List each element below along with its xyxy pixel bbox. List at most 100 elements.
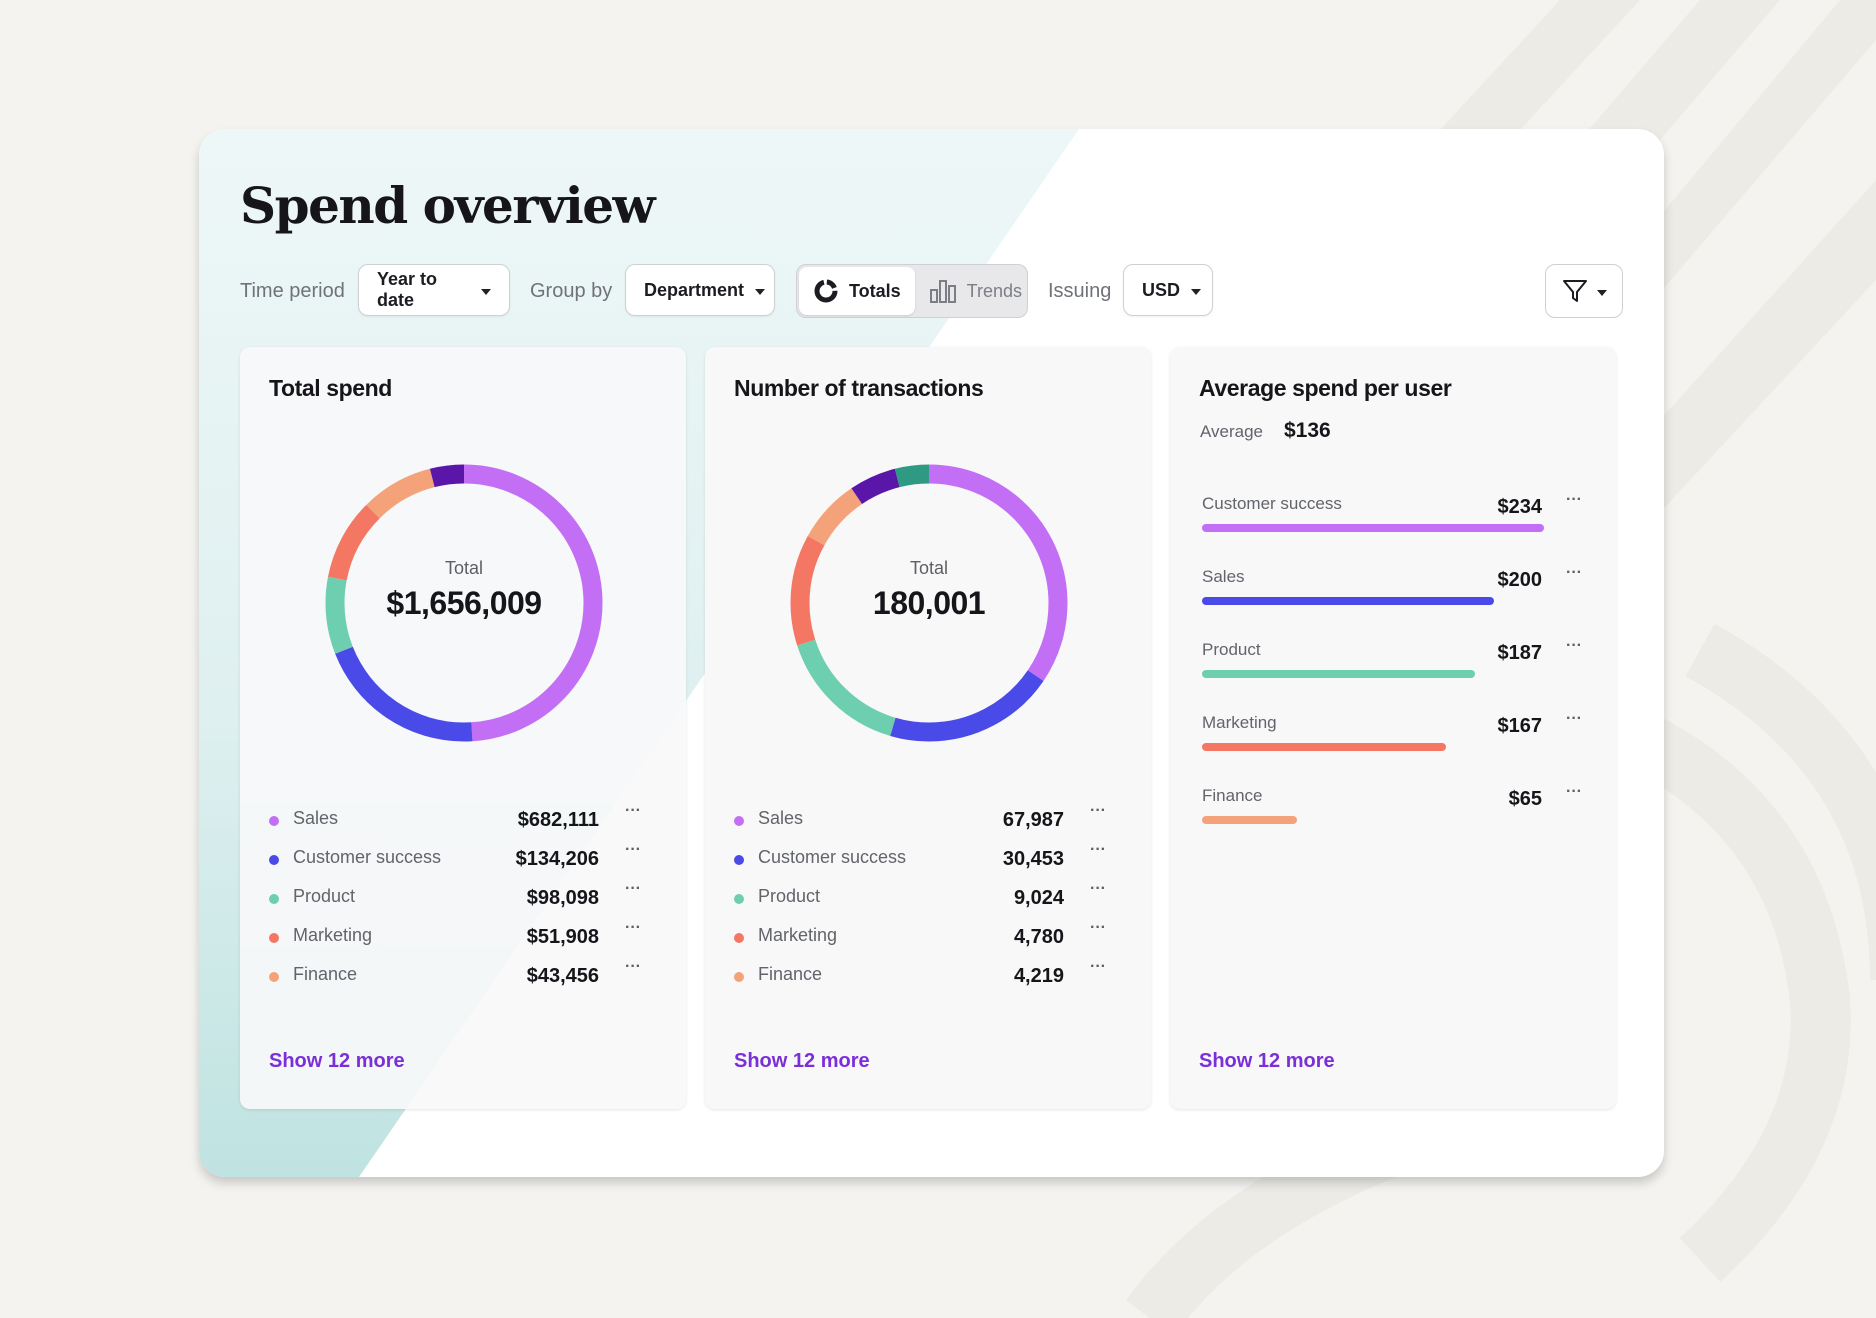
bar-chart-icon xyxy=(929,280,956,303)
legend-dot xyxy=(269,933,279,943)
legend-label: Product xyxy=(293,886,356,906)
ellipsis-icon[interactable]: ··· xyxy=(625,958,641,975)
ellipsis-icon[interactable]: ··· xyxy=(625,919,641,936)
legend-dot xyxy=(269,972,279,982)
group-by-dropdown[interactable]: Department xyxy=(625,264,775,316)
bar-value: $167 xyxy=(1497,715,1543,737)
bar-track xyxy=(1202,816,1544,824)
total-spend-donut-chart xyxy=(325,464,603,742)
ellipsis-icon[interactable]: ··· xyxy=(1090,880,1106,897)
ellipsis-icon[interactable]: ··· xyxy=(625,802,641,819)
view-toggle: Totals Trends xyxy=(796,264,1028,318)
bar-label: Product xyxy=(1202,640,1261,659)
currency-dropdown[interactable]: USD xyxy=(1123,264,1213,316)
ellipsis-icon[interactable]: ··· xyxy=(1566,491,1582,508)
ellipsis-icon[interactable]: ··· xyxy=(1090,958,1106,975)
time-period-dropdown[interactable]: Year to date xyxy=(358,264,510,316)
ellipsis-icon[interactable]: ··· xyxy=(625,880,641,897)
legend-dot xyxy=(734,972,744,982)
group-by-value: Department xyxy=(644,279,745,300)
legend-label: Customer success xyxy=(293,847,442,867)
legend-dot xyxy=(734,855,744,865)
bar-track xyxy=(1202,524,1544,532)
time-period-value: Year to date xyxy=(377,269,438,310)
bar-value: $65 xyxy=(1508,788,1542,810)
legend-dot xyxy=(269,816,279,826)
card-title: Number of transactions xyxy=(734,375,984,401)
donut-center-label: Total xyxy=(444,558,484,578)
ellipsis-icon[interactable]: ··· xyxy=(1090,802,1106,819)
legend-row-product: Product 9,024 ··· xyxy=(734,880,1118,919)
page-title: Spend overview xyxy=(240,176,656,235)
bar-label: Finance xyxy=(1202,786,1263,805)
currency-value: USD xyxy=(1142,279,1181,300)
show-more-link[interactable]: Show 12 more xyxy=(269,1050,405,1072)
legend-row-sales: Sales $682,111 ··· xyxy=(269,802,653,841)
filter-icon xyxy=(1563,280,1587,302)
legend-dot xyxy=(734,933,744,943)
bar-row-marketing: Marketing $167 ··· xyxy=(1202,710,1582,773)
legend-row-marketing: Marketing $51,908 ··· xyxy=(269,919,653,958)
legend-value: $682,111 xyxy=(517,809,599,831)
donut-center-value: 180,001 xyxy=(872,585,986,621)
ellipsis-icon[interactable]: ··· xyxy=(1566,637,1582,654)
trends-label: Trends xyxy=(966,280,1023,301)
donut-chart-icon xyxy=(814,279,838,303)
bar-row-customer-success: Customer success $234 ··· xyxy=(1202,491,1582,554)
legend-value: $51,908 xyxy=(526,926,599,948)
bar-fill xyxy=(1202,597,1495,605)
legend-label: Finance xyxy=(293,964,358,984)
totals-toggle-button[interactable]: Totals xyxy=(799,267,915,315)
donut-segment xyxy=(325,464,603,742)
bar-track xyxy=(1202,670,1544,678)
group-by-label: Group by xyxy=(530,280,613,302)
issuing-label: Issuing xyxy=(1048,280,1112,302)
legend-list: Sales 67,987 ··· Customer success 30,453… xyxy=(734,802,1118,997)
ellipsis-icon[interactable]: ··· xyxy=(1566,783,1582,800)
ellipsis-icon[interactable]: ··· xyxy=(1566,564,1582,581)
legend-dot xyxy=(269,855,279,865)
average-spend-card: Average spend per user Average $136 Cust… xyxy=(1170,347,1616,1109)
ellipsis-icon[interactable]: ··· xyxy=(1090,841,1106,858)
bar-track xyxy=(1202,597,1544,605)
bar-fill xyxy=(1202,524,1544,532)
ellipsis-icon[interactable]: ··· xyxy=(1566,710,1582,727)
legend-row-finance: Finance $43,456 ··· xyxy=(269,958,653,997)
show-more-link[interactable]: Show 12 more xyxy=(1199,1050,1335,1072)
legend-row-customer-success: Customer success $134,206 ··· xyxy=(269,841,653,880)
show-more-link[interactable]: Show 12 more xyxy=(734,1050,870,1072)
legend-value: 67,987 xyxy=(1002,809,1064,831)
ellipsis-icon[interactable]: ··· xyxy=(625,841,641,858)
filter-button[interactable] xyxy=(1545,264,1623,318)
legend-value: 4,219 xyxy=(1013,965,1064,987)
transactions-card: Number of transactions Total 180,001 Sal… xyxy=(705,347,1151,1109)
caret-down-icon xyxy=(481,288,491,295)
legend-label: Sales xyxy=(758,808,804,828)
legend-label: Sales xyxy=(293,808,339,828)
bar-row-product: Product $187 ··· xyxy=(1202,637,1582,700)
bar-row-sales: Sales $200 ··· xyxy=(1202,564,1582,627)
bar-label: Customer success xyxy=(1202,494,1342,513)
caret-down-icon xyxy=(1191,288,1202,295)
legend-label: Marketing xyxy=(758,925,838,945)
legend-row-sales: Sales 67,987 ··· xyxy=(734,802,1118,841)
transactions-donut-chart xyxy=(790,464,1068,742)
bar-fill xyxy=(1202,743,1447,751)
spend-overview-panel: Spend overview Time period Year to date … xyxy=(199,129,1664,1177)
caret-down-icon xyxy=(755,288,766,295)
legend-value: 30,453 xyxy=(1002,848,1064,870)
donut-segment xyxy=(790,464,1068,742)
bar-fill xyxy=(1202,816,1297,824)
legend-label: Product xyxy=(758,886,821,906)
donut-segment xyxy=(325,464,603,742)
trends-toggle-button[interactable]: Trends xyxy=(915,267,1036,315)
donut-segment xyxy=(325,464,603,742)
ellipsis-icon[interactable]: ··· xyxy=(1090,919,1106,936)
donut-segment xyxy=(790,464,1068,742)
bar-value: $187 xyxy=(1497,642,1543,664)
legend-row-product: Product $98,098 ··· xyxy=(269,880,653,919)
card-title: Total spend xyxy=(269,375,392,401)
legend-row-finance: Finance 4,219 ··· xyxy=(734,958,1118,997)
legend-value: $43,456 xyxy=(526,965,599,987)
legend-dot xyxy=(269,894,279,904)
